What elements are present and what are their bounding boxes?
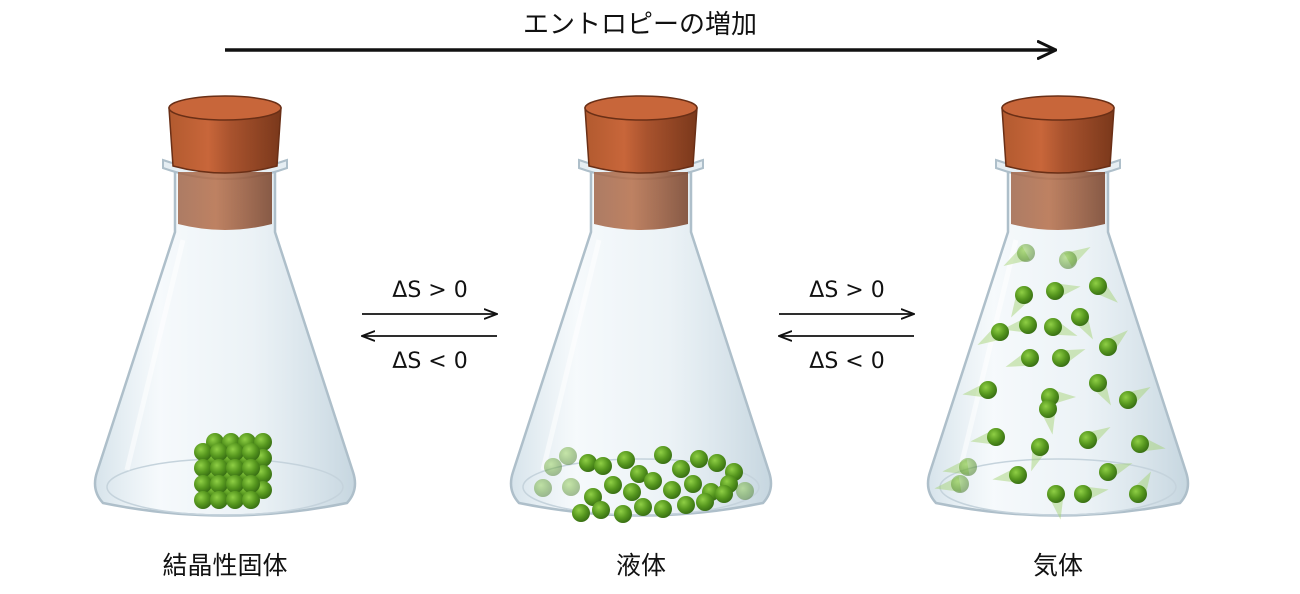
particle: [242, 443, 260, 461]
particle: [254, 433, 272, 451]
particle: [1044, 318, 1062, 336]
particle: [614, 505, 632, 523]
flask-solid: [93, 95, 357, 517]
particle: [654, 446, 672, 464]
flask-label-gas: 気体: [1033, 551, 1083, 580]
particle: [951, 475, 969, 493]
particle: [696, 493, 714, 511]
particle: [1031, 438, 1049, 456]
particle: [1074, 485, 1092, 503]
glass-highlight: [540, 239, 602, 471]
particle: [1119, 391, 1137, 409]
particle: [1131, 435, 1149, 453]
particle: [579, 454, 597, 472]
particle: [663, 481, 681, 499]
particle: [1039, 400, 1057, 418]
particle: [226, 443, 244, 461]
particle: [617, 451, 635, 469]
particle: [572, 504, 590, 522]
flask-gas: [926, 95, 1190, 520]
particle: [592, 501, 610, 519]
particle: [1059, 251, 1077, 269]
particle: [1089, 277, 1107, 295]
particle: [544, 458, 562, 476]
flask-base: [939, 458, 1177, 516]
cork-inside: [1011, 172, 1105, 230]
cork-inside: [178, 172, 272, 230]
particle: [604, 476, 622, 494]
particle: [210, 491, 228, 509]
particle: [987, 428, 1005, 446]
particle: [594, 457, 612, 475]
particle: [562, 478, 580, 496]
particle: [534, 479, 552, 497]
cork-top: [1001, 95, 1115, 121]
particle: [1015, 286, 1033, 304]
particle: [1099, 463, 1117, 481]
transition-liquid-gas: ΔS > 0 ΔS < 0: [779, 278, 914, 374]
particle: [736, 482, 754, 500]
particle: [226, 459, 244, 477]
particle: [684, 475, 702, 493]
particle: [1009, 466, 1027, 484]
particle: [991, 323, 1009, 341]
particle: [630, 465, 648, 483]
particle: [194, 475, 212, 493]
particle: [1021, 349, 1039, 367]
particle: [1071, 308, 1089, 326]
particle: [623, 483, 641, 501]
cork: [584, 107, 698, 174]
particle: [242, 475, 260, 493]
particle: [1017, 244, 1035, 262]
particle: [242, 459, 260, 477]
particle: [226, 491, 244, 509]
particle: [210, 459, 228, 477]
particle: [1099, 338, 1117, 356]
particle: [677, 496, 695, 514]
cork-top: [584, 95, 698, 121]
particle: [1046, 282, 1064, 300]
particle: [226, 475, 244, 493]
transition-solid-liquid: ΔS > 0 ΔS < 0: [362, 278, 497, 374]
flask-liquid: [509, 95, 773, 523]
diagram-title: エントロピーの増加: [523, 10, 757, 40]
glass-highlight: [124, 239, 186, 471]
particle: [210, 443, 228, 461]
particle: [690, 450, 708, 468]
flask-label-liquid: 液体: [616, 551, 666, 580]
transition-reverse-label: ΔS < 0: [809, 349, 884, 374]
particle: [708, 454, 726, 472]
particle: [979, 381, 997, 399]
particle: [672, 460, 690, 478]
particle: [1047, 485, 1065, 503]
particle: [1019, 316, 1037, 334]
particle: [715, 485, 733, 503]
flasks-group: [93, 95, 1190, 523]
particle: [1129, 485, 1147, 503]
particle: [634, 498, 652, 516]
particle: [959, 458, 977, 476]
transition-reverse-label: ΔS < 0: [392, 349, 467, 374]
transition-forward-label: ΔS > 0: [809, 278, 884, 303]
particle: [194, 491, 212, 509]
transition-forward-label: ΔS > 0: [392, 278, 467, 303]
particle: [194, 459, 212, 477]
particle: [559, 447, 577, 465]
particle: [210, 475, 228, 493]
particle: [242, 491, 260, 509]
particle: [1079, 431, 1097, 449]
particle: [654, 500, 672, 518]
particle: [584, 488, 602, 506]
cork-top: [168, 95, 282, 121]
cork: [168, 107, 282, 174]
particle: [1089, 374, 1107, 392]
particle: [194, 443, 212, 461]
particle: [644, 472, 662, 490]
cork-inside: [594, 172, 688, 230]
cork: [1001, 107, 1115, 174]
glass-highlight: [957, 239, 1019, 471]
flask-label-solid: 結晶性固体: [162, 551, 287, 580]
particle: [1052, 349, 1070, 367]
